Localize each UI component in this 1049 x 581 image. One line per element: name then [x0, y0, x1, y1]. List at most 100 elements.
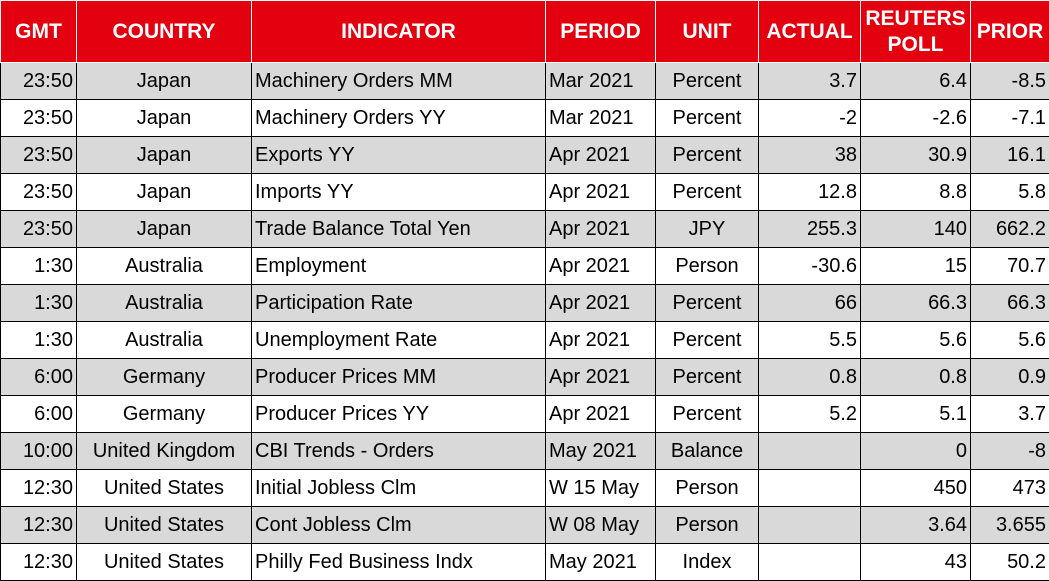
- reuters-poll-cell: 450: [861, 470, 971, 507]
- actual-cell: 3.7: [759, 63, 861, 100]
- country-cell: Australia: [77, 322, 252, 359]
- gmt-cell: 1:30: [1, 322, 77, 359]
- gmt-cell: 23:50: [1, 63, 77, 100]
- gmt-cell: 12:30: [1, 544, 77, 581]
- prior-cell: 473: [971, 470, 1049, 507]
- period-cell: Mar 2021: [546, 63, 656, 100]
- gmt-cell: 12:30: [1, 470, 77, 507]
- actual-cell: [759, 433, 861, 470]
- header-indicator: INDICATOR: [252, 1, 546, 63]
- country-cell: United States: [77, 470, 252, 507]
- prior-cell: 66.3: [971, 285, 1049, 322]
- gmt-cell: 23:50: [1, 211, 77, 248]
- reuters-poll-cell: 140: [861, 211, 971, 248]
- prior-cell: 5.8: [971, 174, 1049, 211]
- reuters-poll-cell: 3.64: [861, 507, 971, 544]
- country-cell: Japan: [77, 100, 252, 137]
- gmt-cell: 23:50: [1, 137, 77, 174]
- indicator-cell: Philly Fed Business Indx: [252, 544, 546, 581]
- reuters-poll-cell: 66.3: [861, 285, 971, 322]
- actual-cell: 255.3: [759, 211, 861, 248]
- actual-cell: [759, 544, 861, 581]
- indicator-cell: CBI Trends - Orders: [252, 433, 546, 470]
- gmt-cell: 23:50: [1, 100, 77, 137]
- country-cell: Japan: [77, 174, 252, 211]
- indicator-cell: Unemployment Rate: [252, 322, 546, 359]
- reuters-poll-cell: 30.9: [861, 137, 971, 174]
- indicator-cell: Machinery Orders MM: [252, 63, 546, 100]
- header-period: PERIOD: [546, 1, 656, 63]
- country-cell: United States: [77, 507, 252, 544]
- indicator-cell: Exports YY: [252, 137, 546, 174]
- indicator-cell: Producer Prices MM: [252, 359, 546, 396]
- period-cell: W 15 May: [546, 470, 656, 507]
- header-reuters-poll: REUTERS POLL: [861, 1, 971, 63]
- actual-cell: -2: [759, 100, 861, 137]
- reuters-poll-cell: 8.8: [861, 174, 971, 211]
- unit-cell: Percent: [656, 63, 759, 100]
- actual-cell: [759, 470, 861, 507]
- country-cell: Australia: [77, 285, 252, 322]
- actual-cell: 0.8: [759, 359, 861, 396]
- reuters-poll-cell: 0: [861, 433, 971, 470]
- country-cell: Germany: [77, 359, 252, 396]
- reuters-poll-cell: 5.1: [861, 396, 971, 433]
- actual-cell: 38: [759, 137, 861, 174]
- unit-cell: Percent: [656, 322, 759, 359]
- prior-cell: 70.7: [971, 248, 1049, 285]
- unit-cell: Person: [656, 248, 759, 285]
- actual-cell: 5.2: [759, 396, 861, 433]
- period-cell: Apr 2021: [546, 359, 656, 396]
- period-cell: Mar 2021: [546, 100, 656, 137]
- indicator-cell: Producer Prices YY: [252, 396, 546, 433]
- prior-cell: 16.1: [971, 137, 1049, 174]
- unit-cell: Balance: [656, 433, 759, 470]
- gmt-cell: 10:00: [1, 433, 77, 470]
- period-cell: Apr 2021: [546, 396, 656, 433]
- prior-cell: -8: [971, 433, 1049, 470]
- actual-cell: 5.5: [759, 322, 861, 359]
- reuters-poll-cell: 15: [861, 248, 971, 285]
- prior-cell: -7.1: [971, 100, 1049, 137]
- unit-cell: Percent: [656, 359, 759, 396]
- header-row: GMT COUNTRY INDICATOR PERIOD UNIT ACTUAL…: [1, 1, 1049, 63]
- country-cell: United States: [77, 544, 252, 581]
- reuters-poll-cell: 0.8: [861, 359, 971, 396]
- reuters-poll-cell: -2.6: [861, 100, 971, 137]
- period-cell: May 2021: [546, 544, 656, 581]
- actual-cell: -30.6: [759, 248, 861, 285]
- unit-cell: JPY: [656, 211, 759, 248]
- gmt-cell: 12:30: [1, 507, 77, 544]
- unit-cell: Person: [656, 507, 759, 544]
- indicator-cell: Trade Balance Total Yen: [252, 211, 546, 248]
- period-cell: Apr 2021: [546, 322, 656, 359]
- header-actual: ACTUAL: [759, 1, 861, 63]
- country-cell: Australia: [77, 248, 252, 285]
- indicator-cell: Machinery Orders YY: [252, 100, 546, 137]
- prior-cell: 50.2: [971, 544, 1049, 581]
- prior-cell: 3.655: [971, 507, 1049, 544]
- indicator-cell: Imports YY: [252, 174, 546, 211]
- unit-cell: Percent: [656, 100, 759, 137]
- header-gmt: GMT: [1, 1, 77, 63]
- prior-cell: 5.6: [971, 322, 1049, 359]
- period-cell: Apr 2021: [546, 248, 656, 285]
- period-cell: Apr 2021: [546, 174, 656, 211]
- prior-cell: 662.2: [971, 211, 1049, 248]
- unit-cell: Person: [656, 470, 759, 507]
